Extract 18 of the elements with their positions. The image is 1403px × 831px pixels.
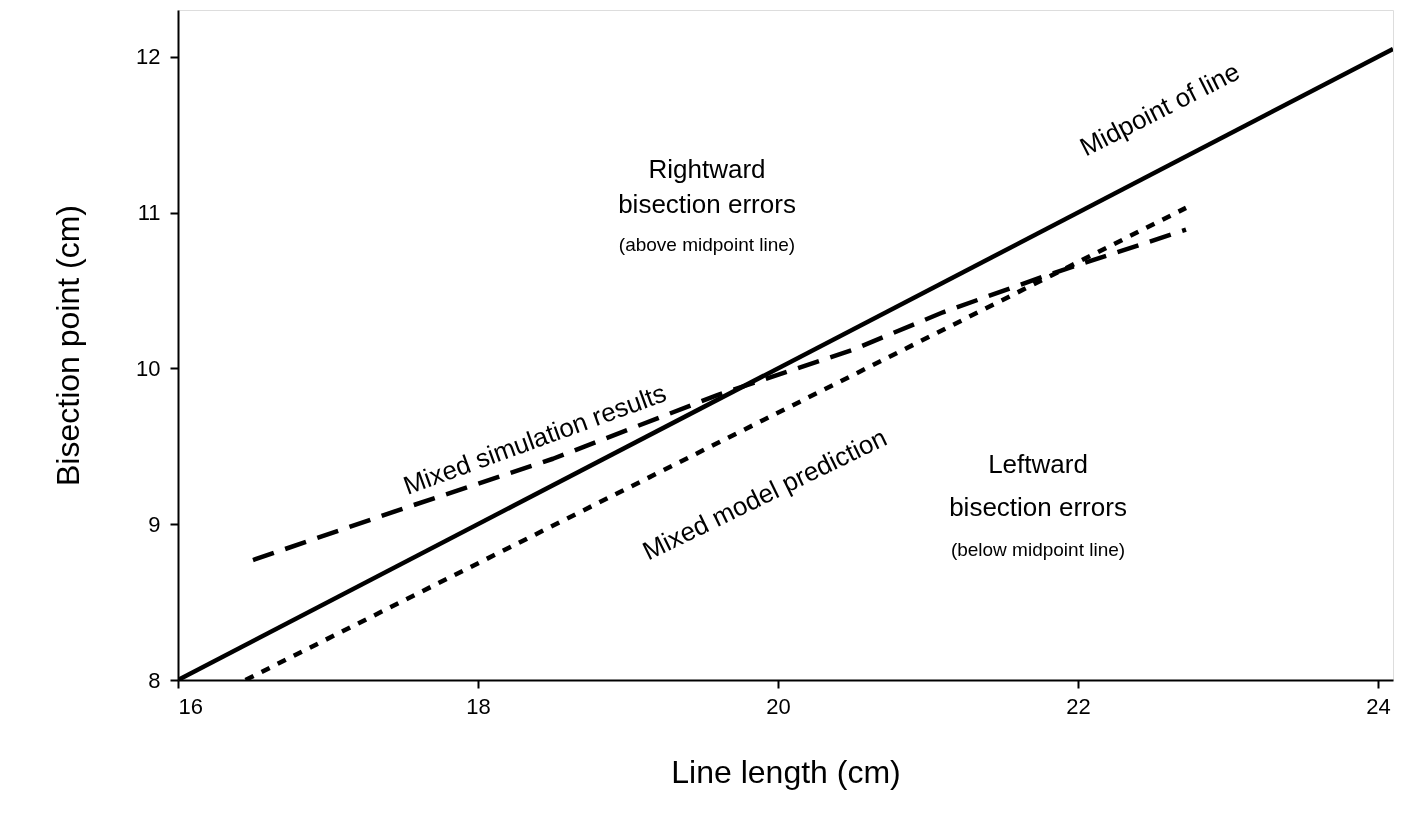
y-tick-label: 11 — [137, 200, 161, 226]
annotation: bisection errors — [618, 189, 796, 219]
annotation: bisection errors — [949, 492, 1127, 522]
annotation: Leftward — [988, 449, 1088, 479]
x-tick-label: 18 — [466, 693, 491, 719]
x-tick-label: 24 — [1366, 693, 1391, 719]
annotation: (above midpoint line) — [618, 234, 796, 255]
x-tick-label: 20 — [766, 693, 791, 719]
x-axis-title: Line length (cm) — [671, 753, 901, 790]
y-tick-label: 9 — [148, 511, 161, 537]
y-tick-label: 8 — [148, 667, 161, 693]
x-tick-label: 22 — [1066, 693, 1091, 719]
y-axis-title: Bisection point (cm) — [50, 205, 87, 486]
annotation: (below midpoint line) — [950, 539, 1126, 560]
y-tick-label: 10 — [136, 355, 161, 381]
x-tick-label: 16 — [178, 693, 203, 719]
y-tick-label: 12 — [136, 44, 161, 70]
annotation: Rightward — [648, 154, 766, 184]
